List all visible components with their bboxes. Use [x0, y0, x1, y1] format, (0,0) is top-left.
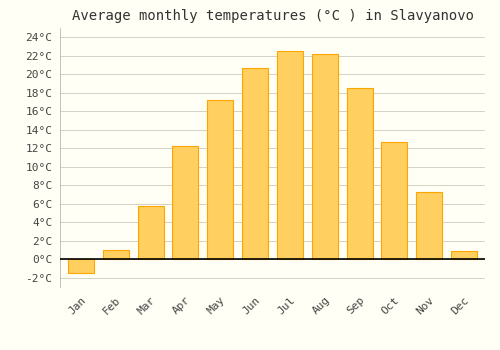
Bar: [207, 100, 234, 259]
Bar: [416, 192, 442, 259]
Bar: [312, 54, 338, 259]
Bar: [172, 146, 199, 259]
Bar: [68, 259, 94, 273]
Bar: [138, 205, 164, 259]
Bar: [102, 250, 129, 259]
Title: Average monthly temperatures (°C ) in Slavyanovo: Average monthly temperatures (°C ) in Sl…: [72, 9, 473, 23]
Bar: [242, 68, 268, 259]
Bar: [346, 88, 372, 259]
Bar: [382, 142, 407, 259]
Bar: [277, 51, 303, 259]
Bar: [451, 251, 477, 259]
